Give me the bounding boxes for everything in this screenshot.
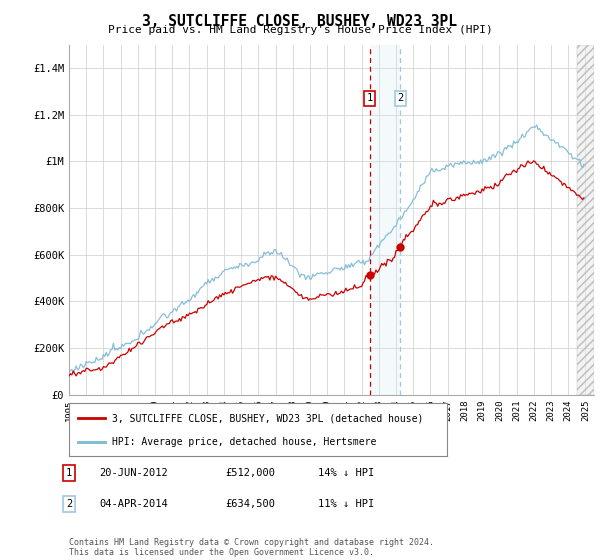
Text: 04-APR-2014: 04-APR-2014 (99, 499, 168, 509)
Text: 11% ↓ HPI: 11% ↓ HPI (318, 499, 374, 509)
Bar (370, 45, 400, 395)
Bar (577, 45, 594, 395)
Text: 3, SUTCLIFFE CLOSE, BUSHEY, WD23 3PL (detached house): 3, SUTCLIFFE CLOSE, BUSHEY, WD23 3PL (de… (112, 413, 424, 423)
Text: £634,500: £634,500 (225, 499, 275, 509)
Bar (577, 45, 594, 395)
Text: HPI: Average price, detached house, Hertsmere: HPI: Average price, detached house, Hert… (112, 436, 377, 446)
Text: 14% ↓ HPI: 14% ↓ HPI (318, 468, 374, 478)
Text: £512,000: £512,000 (225, 468, 275, 478)
Text: Contains HM Land Registry data © Crown copyright and database right 2024.
This d: Contains HM Land Registry data © Crown c… (69, 538, 434, 557)
Text: 1: 1 (66, 468, 72, 478)
Text: 2: 2 (66, 499, 72, 509)
Text: Price paid vs. HM Land Registry's House Price Index (HPI): Price paid vs. HM Land Registry's House … (107, 25, 493, 35)
Text: 1: 1 (367, 94, 373, 104)
Text: 20-JUN-2012: 20-JUN-2012 (99, 468, 168, 478)
Text: 3, SUTCLIFFE CLOSE, BUSHEY, WD23 3PL: 3, SUTCLIFFE CLOSE, BUSHEY, WD23 3PL (143, 14, 458, 29)
Text: 2: 2 (397, 94, 403, 104)
